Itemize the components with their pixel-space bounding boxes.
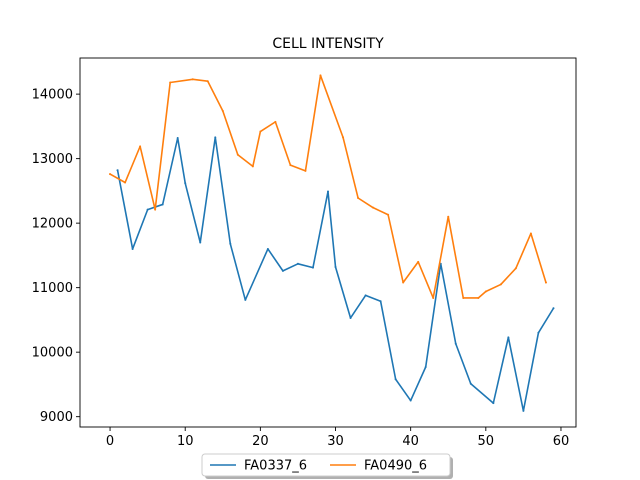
data-point bbox=[311, 266, 314, 269]
series-line-0 bbox=[116, 136, 555, 412]
y-tick-label: 12000 bbox=[32, 217, 73, 232]
data-point bbox=[402, 281, 405, 284]
data-point bbox=[116, 169, 119, 172]
data-point bbox=[357, 196, 360, 199]
data-point bbox=[522, 409, 525, 412]
data-point bbox=[387, 213, 390, 216]
data-point bbox=[492, 402, 495, 405]
series-line-1 bbox=[108, 74, 547, 299]
data-point bbox=[484, 290, 487, 293]
x-tick-label: 50 bbox=[478, 434, 495, 449]
data-point bbox=[146, 208, 149, 211]
data-point bbox=[214, 136, 217, 139]
x-tick-label: 20 bbox=[252, 434, 269, 449]
data-point bbox=[236, 153, 239, 156]
data-point bbox=[552, 307, 555, 310]
data-point bbox=[319, 74, 322, 77]
data-point bbox=[191, 78, 194, 81]
data-point bbox=[417, 260, 420, 263]
x-tick-label: 0 bbox=[106, 434, 114, 449]
chart-title: CELL INTENSITY bbox=[272, 36, 384, 52]
data-point bbox=[139, 145, 142, 148]
data-point bbox=[266, 247, 269, 250]
data-point bbox=[537, 331, 540, 334]
data-point bbox=[349, 316, 352, 319]
data-point bbox=[109, 173, 112, 176]
data-point bbox=[124, 181, 127, 184]
data-point bbox=[206, 80, 209, 83]
data-point bbox=[184, 182, 187, 185]
data-point bbox=[327, 190, 329, 193]
data-point bbox=[251, 165, 254, 168]
data-point bbox=[274, 120, 277, 123]
plot-area bbox=[108, 74, 555, 412]
data-point bbox=[409, 399, 412, 402]
y-tick-label: 13000 bbox=[32, 152, 73, 167]
data-point bbox=[281, 269, 284, 272]
data-point bbox=[161, 203, 164, 206]
data-point bbox=[447, 215, 450, 218]
data-point bbox=[221, 109, 224, 112]
data-point bbox=[424, 366, 427, 369]
x-tick-label: 40 bbox=[402, 434, 419, 449]
data-point bbox=[289, 164, 292, 167]
data-point bbox=[296, 262, 299, 265]
data-point bbox=[544, 281, 547, 284]
data-point bbox=[477, 296, 480, 299]
data-point bbox=[379, 300, 382, 303]
data-point bbox=[462, 296, 465, 299]
data-point bbox=[244, 298, 247, 301]
y-tick-label: 9000 bbox=[40, 410, 73, 425]
data-point bbox=[304, 169, 307, 172]
data-point bbox=[199, 241, 202, 244]
data-point bbox=[259, 130, 262, 133]
data-point bbox=[342, 136, 345, 139]
axes-frame bbox=[79, 57, 577, 428]
data-point bbox=[507, 336, 510, 339]
data-point bbox=[334, 266, 337, 269]
data-point bbox=[469, 382, 472, 385]
data-point bbox=[499, 283, 502, 286]
y-tick-label: 14000 bbox=[32, 88, 73, 103]
data-point bbox=[514, 267, 517, 270]
data-point bbox=[229, 242, 232, 245]
data-point bbox=[169, 81, 172, 84]
legend-label: FA0337_6 bbox=[244, 459, 307, 474]
y-tick-label: 11000 bbox=[32, 281, 73, 296]
data-point bbox=[529, 232, 532, 235]
x-tick-label: 30 bbox=[327, 434, 344, 449]
data-point bbox=[454, 342, 457, 345]
data-point bbox=[432, 296, 435, 299]
legend: FA0337_6 FA0490_6 bbox=[201, 453, 453, 479]
data-point bbox=[131, 247, 134, 250]
y-tick-label: 10000 bbox=[32, 346, 73, 361]
x-tick-label: 60 bbox=[553, 434, 570, 449]
x-tick-label: 10 bbox=[177, 434, 194, 449]
axes: 0 10 20 30 40 50 60 9000 10000 11000 12000 13000 140… bbox=[32, 57, 577, 449]
legend-label: FA0490_6 bbox=[364, 459, 427, 474]
data-point bbox=[394, 378, 397, 381]
data-point bbox=[154, 208, 157, 211]
data-point bbox=[364, 294, 367, 297]
data-point bbox=[176, 136, 179, 139]
data-point bbox=[372, 206, 375, 209]
legend-box bbox=[201, 453, 451, 477]
